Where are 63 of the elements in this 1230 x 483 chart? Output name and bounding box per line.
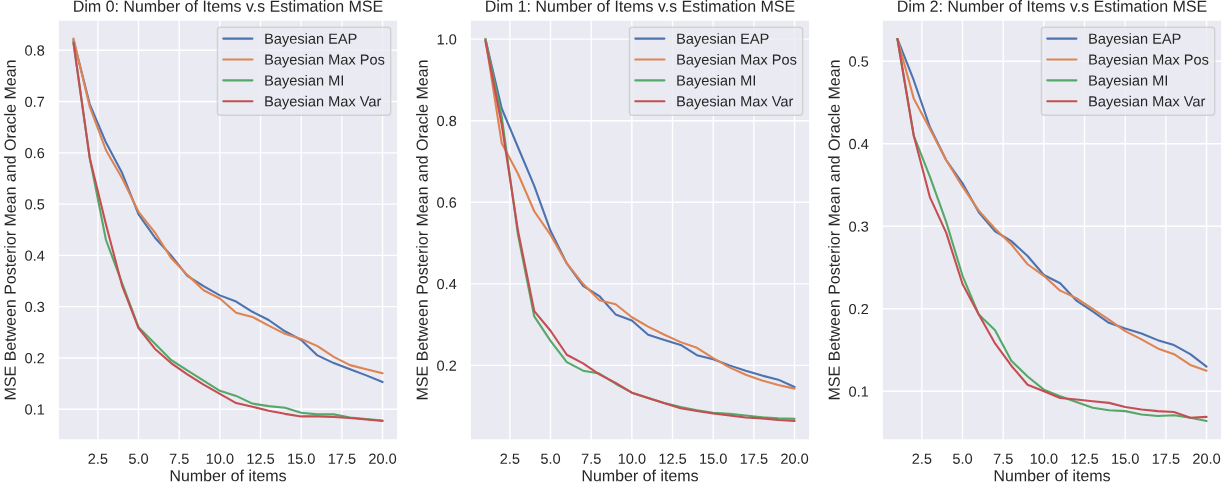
y-tick-label: 0.1	[849, 386, 869, 397]
x-tick-label: 7.5	[169, 453, 189, 464]
x-axis-title: Number of items	[170, 469, 287, 482]
x-tick-label: 2.5	[88, 453, 108, 464]
x-tick-label: 17.5	[328, 453, 356, 464]
legend-label: Bayesian Max Var	[677, 95, 794, 110]
y-tick-label: 0.2	[849, 303, 869, 315]
x-axis-title: Number of items	[994, 469, 1111, 482]
legend-label: Bayesian Max Pos	[1089, 54, 1209, 68]
chart-title: Dim 1: Number of Items v.s Estimation MSE	[486, 0, 795, 12]
y-tick-label: 0.2	[437, 360, 457, 371]
y-tick-label: 0.6	[437, 197, 457, 208]
y-tick-label: 0.4	[437, 278, 457, 290]
x-tick-label: 5.0	[952, 453, 973, 464]
x-axis-title: Number of items	[582, 469, 699, 482]
legend-label: Bayesian EAP	[1089, 33, 1181, 47]
x-tick-label: 12.5	[1071, 453, 1099, 464]
x-tick-label: 10.0	[1030, 453, 1058, 464]
y-tick-label: 0.4	[25, 250, 45, 261]
x-tick-label: 20.0	[781, 453, 809, 464]
x-tick-label: 10.0	[618, 453, 646, 464]
chart-title: Dim 0: Number of Items v.s Estimation MSE	[74, 0, 383, 12]
x-tick-label: 5.0	[540, 453, 561, 464]
x-tick-label: 12.5	[659, 453, 687, 464]
x-tick-label: 10.0	[206, 453, 234, 464]
legend-label: Bayesian EAP	[677, 33, 769, 47]
legend-label: Bayesian Max Pos	[265, 54, 385, 68]
x-tick-label: 15.0	[1112, 453, 1139, 464]
legend-label: Bayesian MI	[265, 74, 343, 89]
y-tick-label: 0.7	[25, 96, 45, 107]
legend-label: Bayesian EAP	[265, 33, 357, 47]
y-axis-title: MSE Between Posterior Mean and Oracle Mean	[828, 60, 840, 400]
y-axis-title: MSE Between Posterior Mean and Oracle Mean	[416, 60, 428, 400]
y-tick-label: 1.0	[437, 34, 457, 45]
x-tick-label: 17.5	[740, 453, 768, 464]
y-axis-title: MSE Between Posterior Mean and Oracle Mean	[4, 60, 16, 400]
legend-label: Bayesian Max Pos	[677, 54, 797, 68]
y-tick-label: 0.2	[25, 353, 45, 364]
y-tick-label: 0.6	[25, 147, 45, 159]
legend-label: Bayesian Max Var	[1089, 95, 1206, 110]
x-tick-label: 2.5	[912, 453, 932, 464]
legend-label: Bayesian Max Var	[265, 95, 382, 110]
y-tick-label: 0.1	[25, 404, 45, 415]
x-tick-label: 15.0	[700, 453, 727, 464]
y-tick-label: 0.8	[437, 115, 457, 127]
y-tick-label: 0.5	[25, 199, 45, 210]
y-tick-label: 0.3	[849, 221, 869, 232]
x-tick-label: 7.5	[581, 453, 601, 464]
y-tick-label: 0.8	[25, 45, 45, 56]
x-tick-label: 5.0	[128, 453, 149, 464]
x-tick-label: 7.5	[993, 453, 1013, 464]
x-tick-label: 20.0	[1193, 453, 1221, 464]
legend-label: Bayesian MI	[677, 74, 755, 89]
y-tick-label: 0.3	[25, 301, 45, 313]
x-tick-label: 20.0	[369, 453, 397, 464]
x-tick-label: 15.0	[288, 453, 315, 464]
y-tick-label: 0.5	[849, 56, 869, 67]
x-tick-label: 17.5	[1152, 453, 1180, 464]
legend-label: Bayesian MI	[1089, 74, 1167, 89]
x-tick-label: 12.5	[247, 453, 275, 464]
y-tick-label: 0.4	[849, 138, 869, 150]
chart-title: Dim 2: Number of Items v.s Estimation MSE	[898, 0, 1207, 12]
x-tick-label: 2.5	[500, 453, 520, 464]
